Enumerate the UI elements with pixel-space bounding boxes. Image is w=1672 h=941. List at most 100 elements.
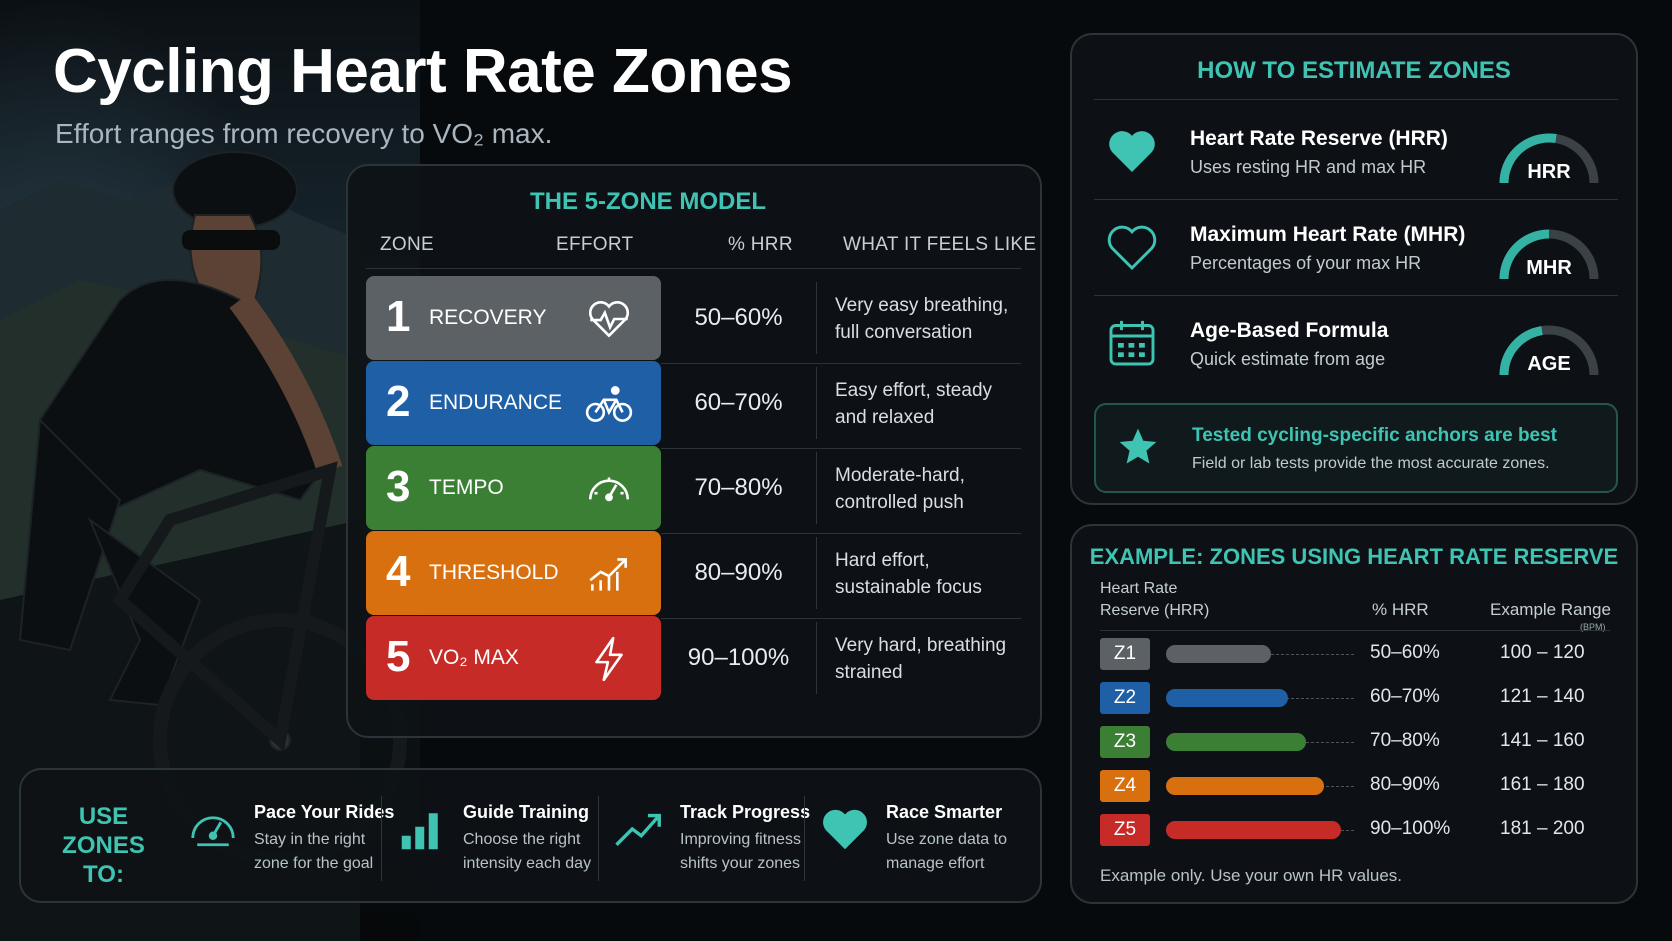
zone-badge: Z3 <box>1100 726 1150 758</box>
tip-box: Tested cycling-specific anchors are best… <box>1094 403 1618 493</box>
heart-pulse-icon <box>584 294 634 344</box>
zone-bar <box>1166 733 1306 751</box>
zone-row: 4 THRESHOLD 80–90% Hard effort, sustainable… <box>366 531 1021 615</box>
gauge-icon <box>186 802 240 856</box>
use-item: Race Smarter Use zone data to manage effor… <box>818 770 1018 905</box>
gauge-label: AGE <box>1527 353 1571 375</box>
example-percent: 90–100% <box>1370 818 1451 839</box>
use-item-description-line: manage effort <box>886 855 985 872</box>
use-item-description-line: shifts your zones <box>680 855 801 872</box>
zone-card: 2 ENDURANCE <box>366 361 661 445</box>
use-zones-title: USE ZONES TO: <box>62 803 145 888</box>
zone-percent: 70–80% <box>694 474 783 501</box>
col-head-effort: EFFORT <box>556 234 634 255</box>
zone-badge: Z1 <box>1100 638 1150 670</box>
estimate-method-description: Percentages of your max HR <box>1190 253 1422 273</box>
divider <box>816 367 817 439</box>
divider <box>598 796 599 881</box>
bicycle-icon <box>584 379 634 429</box>
zone-name: VO₂ MAX <box>429 646 519 669</box>
lightning-icon <box>584 634 634 684</box>
calendar-icon <box>1104 315 1160 371</box>
zone-badge: Z2 <box>1100 682 1150 714</box>
estimate-method-row: Age-Based Formula Quick estimate from age… <box>1094 295 1618 390</box>
use-item-heading: Race Smarter <box>886 802 1003 822</box>
divider <box>1094 99 1618 100</box>
zone-name: ENDURANCE <box>429 391 563 414</box>
zone-card: 4 THRESHOLD <box>366 531 661 615</box>
zone-bar <box>1166 777 1324 795</box>
use-item-description-line: Improving fitness <box>680 831 801 848</box>
divider <box>816 452 817 524</box>
estimate-title: HOW TO ESTIMATE ZONES <box>1197 57 1511 84</box>
zone-badge: Z4 <box>1100 770 1150 802</box>
gauge-meter: HRR <box>1494 121 1604 191</box>
col-head-zone: ZONE <box>380 234 434 255</box>
trend-up-icon <box>612 802 666 856</box>
divider <box>381 796 382 881</box>
divider <box>1100 630 1610 631</box>
use-item: Pace Your Rides Stay in the right zone for… <box>186 770 394 905</box>
tip-description: Field or lab tests provide the most accu… <box>1192 455 1550 472</box>
example-col-unit: (BPM) <box>1580 622 1606 632</box>
zone-card: 3 TEMPO <box>366 446 661 530</box>
zone-bar <box>1166 645 1271 663</box>
estimate-zones-panel: HOW TO ESTIMATE ZONES Heart Rate Reserve… <box>1070 33 1638 505</box>
use-item-description-line: intensity each day <box>463 855 592 872</box>
use-item-description: Choose the right intensity each day <box>463 828 591 876</box>
use-item-description: Use zone data to manage effort <box>886 828 1007 876</box>
use-item-description-line: Choose the right <box>463 831 581 848</box>
use-item: Guide Training Choose the right intensity … <box>395 770 595 905</box>
zone-row: 5 VO₂ MAX 90–100% Very hard, breathing stra… <box>366 616 1021 700</box>
zone-model-panel: THE 5-ZONE MODEL ZONE EFFORT % HRR WHAT … <box>346 164 1042 738</box>
use-item-description-line: Use zone data to <box>886 831 1007 848</box>
zone-badge: Z5 <box>1100 814 1150 846</box>
zone-row: 3 TEMPO 70–80% Moderate-hard, controlled pu… <box>366 446 1021 530</box>
example-range: 100 – 120 <box>1500 642 1585 663</box>
zone-feel: Easy effort, steady and relaxed <box>835 380 993 428</box>
example-row: Z3 70–80% 141 – 160 <box>1100 726 1620 760</box>
example-row: Z1 50–60% 100 – 120 <box>1100 638 1620 672</box>
zone-feel: Moderate-hard, controlled push <box>835 465 965 513</box>
zone-percent: 50–60% <box>694 304 783 331</box>
example-row: Z4 80–90% 161 – 180 <box>1100 770 1620 804</box>
divider <box>1094 199 1618 200</box>
zone-number: 1 <box>386 292 411 341</box>
use-item-description-line: Stay in the right <box>254 831 366 848</box>
filled-heart-icon <box>1104 123 1160 179</box>
estimate-method-description: Quick estimate from age <box>1190 349 1386 369</box>
star-icon <box>1119 428 1157 464</box>
estimate-method-description: Uses resting HR and max HR <box>1190 157 1427 177</box>
example-range: 141 – 160 <box>1500 730 1585 751</box>
divider <box>816 282 817 354</box>
page-subtitle: Effort ranges from recovery to VO₂ max. <box>55 118 553 149</box>
divider <box>661 448 1021 449</box>
divider <box>661 618 1021 619</box>
zone-percent: 90–100% <box>687 644 790 671</box>
gauge-label: MHR <box>1526 257 1572 279</box>
example-col-hrr-line1: Heart Rate <box>1100 580 1178 597</box>
heart-icon <box>818 802 872 856</box>
example-note: Example only. Use your own HR values. <box>1100 866 1403 885</box>
estimate-method-heading: Heart Rate Reserve (HRR) <box>1190 127 1448 150</box>
divider <box>816 537 817 609</box>
example-col-hrr-line2: Reserve (HRR) <box>1100 602 1210 619</box>
zone-percent: 80–90% <box>694 559 783 586</box>
example-percent: 80–90% <box>1370 774 1440 795</box>
estimate-method-heading: Age-Based Formula <box>1190 319 1389 342</box>
zone-number: 4 <box>386 547 411 596</box>
example-range: 161 – 180 <box>1500 774 1585 795</box>
estimate-method-row: Maximum Heart Rate (MHR) Percentages of y… <box>1094 199 1618 294</box>
zone-feel: Very easy breathing, full conversation <box>835 295 1009 343</box>
example-col-hrr: Heart Rate Reserve (HRR) <box>1100 578 1209 622</box>
divider <box>661 533 1021 534</box>
zone-row: 2 ENDURANCE 60–70% Easy effort, steady and … <box>366 361 1021 445</box>
tip-heading: Tested cycling-specific anchors are best <box>1192 425 1558 446</box>
rising-chart-icon <box>584 549 634 599</box>
col-head-feel: WHAT IT FEELS LIKE <box>843 234 1037 255</box>
divider <box>816 622 817 694</box>
zone-number: 3 <box>386 462 411 511</box>
zone-row: 1 RECOVERY 50–60% Very easy breathing, full… <box>366 276 1021 360</box>
zone-percent: 60–70% <box>694 389 783 416</box>
divider <box>1094 295 1618 296</box>
